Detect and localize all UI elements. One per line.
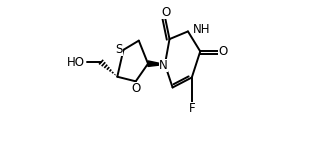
Text: O: O	[132, 82, 141, 95]
Text: F: F	[188, 102, 195, 115]
Text: S: S	[115, 43, 123, 56]
Polygon shape	[148, 61, 165, 66]
Text: O: O	[161, 6, 170, 19]
Text: NH: NH	[193, 23, 210, 36]
Text: HO: HO	[67, 56, 85, 69]
Text: O: O	[218, 45, 227, 58]
Text: N: N	[159, 60, 168, 73]
